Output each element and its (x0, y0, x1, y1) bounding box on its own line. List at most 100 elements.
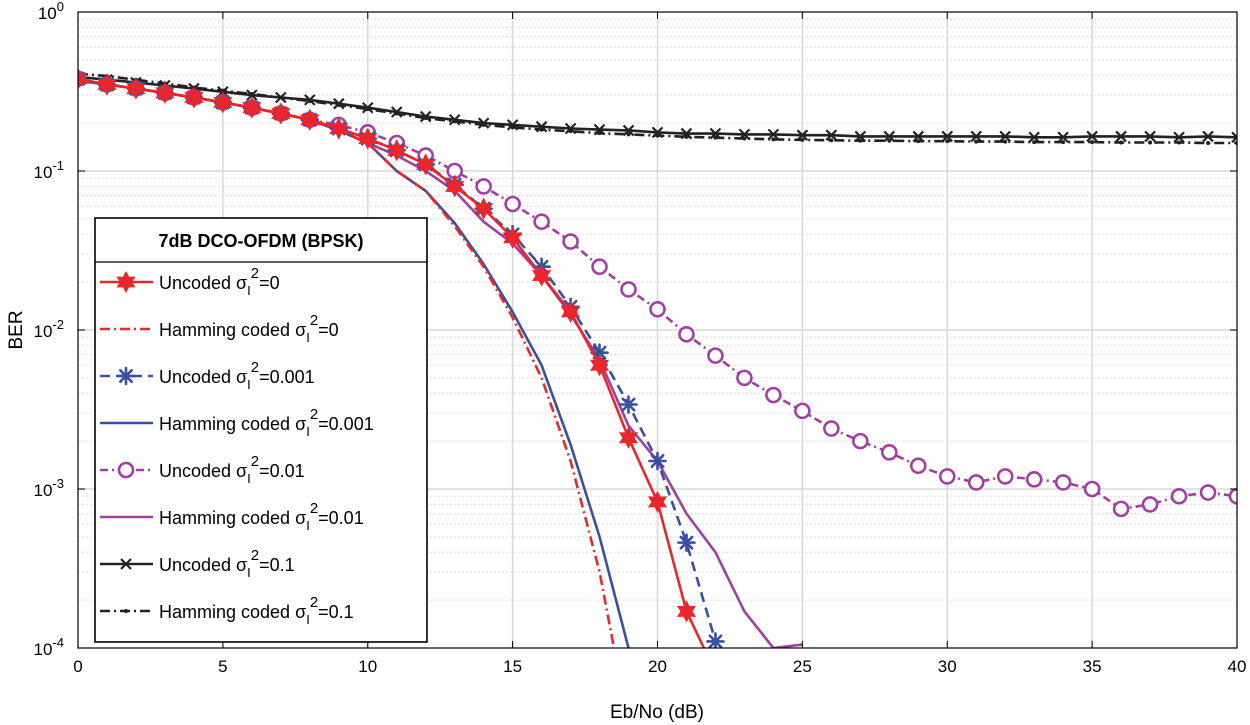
circle-marker (996, 468, 1014, 485)
dot-marker (713, 135, 718, 140)
hexagram-marker (618, 426, 639, 449)
x-marker (999, 130, 1011, 143)
hexagram-marker (242, 96, 262, 119)
circle-marker (620, 281, 637, 298)
hexagram-marker (271, 102, 291, 125)
x-marker (912, 130, 925, 143)
hexagram-marker (676, 600, 697, 623)
hexagram-marker (445, 175, 465, 198)
x-marker (506, 119, 519, 131)
legend-title: 7dB DCO-OFDM (BPSK) (159, 231, 364, 251)
x-marker (622, 124, 635, 137)
x-marker (738, 128, 751, 141)
hexagram-marker (116, 270, 136, 294)
dot-marker (1148, 140, 1153, 145)
x-marker (1086, 130, 1098, 143)
legend-entry-label: Uncoded σI2=0 (159, 265, 280, 298)
x-tick-label: 10 (358, 657, 377, 676)
asterisk-marker (677, 533, 696, 552)
y-tick-label: 10-1 (34, 158, 64, 182)
x-marker (246, 89, 258, 101)
tick-labels: 0 5 10 15 20 25 30 35 40 100 10-1 10-2 10-3 10-4 (34, 0, 1247, 676)
x-marker (535, 120, 548, 133)
circle-marker (1141, 496, 1159, 513)
hexagram-marker (416, 153, 436, 176)
dot-marker (829, 138, 834, 143)
hexagram-marker (329, 117, 349, 140)
dot-marker (1177, 140, 1182, 145)
circle-marker (1228, 487, 1237, 505)
dot-marker (1061, 140, 1066, 145)
circle-marker (880, 444, 898, 461)
series-1 (78, 67, 706, 648)
series-layer (78, 67, 1237, 648)
circle-marker (938, 468, 956, 485)
legend-entry-label: Hamming coded σI2=0 (159, 312, 339, 345)
legend-entry-label: Hamming coded σI2=0.01 (159, 500, 364, 533)
asterisk-marker (706, 632, 725, 648)
circle-marker (533, 213, 550, 230)
y-tick-label: 100 (38, 0, 64, 23)
circle-marker (1199, 484, 1217, 501)
x-axis-label: Eb/No (dB) (610, 702, 704, 723)
x-marker (564, 122, 577, 135)
x-marker (883, 130, 896, 143)
series-2 (78, 79, 616, 648)
x-tick-label: 0 (73, 657, 82, 676)
hexagram-marker (589, 354, 610, 377)
circle-marker (562, 233, 579, 250)
dot-marker (1003, 139, 1008, 144)
x-marker (120, 558, 132, 570)
x-marker (767, 128, 780, 141)
x-marker (941, 130, 954, 143)
hexagram-marker (358, 127, 378, 150)
x-marker (1115, 130, 1127, 143)
circle-marker (794, 402, 811, 420)
circle-marker (678, 325, 695, 343)
circle-marker (967, 474, 985, 491)
x-tick-label: 40 (1228, 657, 1247, 676)
hexagram-marker (300, 108, 320, 131)
circle-marker (1054, 474, 1072, 491)
dot-marker (742, 136, 747, 141)
x-tick-label: 20 (648, 657, 667, 676)
dot-marker (945, 139, 950, 144)
circle-marker (1112, 500, 1130, 518)
circle-marker (909, 457, 927, 475)
legend-entry-label: Hamming coded σI2=0.001 (159, 406, 374, 439)
x-marker (854, 130, 867, 143)
hexagram-marker (155, 81, 175, 104)
x-marker (1202, 130, 1214, 143)
x-marker (304, 94, 316, 106)
y-axis-label: BER (6, 310, 27, 349)
dot-marker (916, 139, 921, 144)
y-tick-label: 10-3 (34, 476, 64, 500)
hexagram-marker (213, 91, 233, 114)
x-marker (419, 110, 432, 123)
dot-marker (771, 137, 776, 142)
x-tick-label: 5 (218, 657, 227, 676)
circle-marker (765, 386, 782, 404)
asterisk-marker (648, 451, 667, 471)
circle-marker (1170, 487, 1188, 505)
hexagram-marker (503, 226, 523, 249)
x-marker (593, 123, 606, 136)
x-marker (1231, 131, 1237, 144)
series-line (78, 79, 616, 648)
dot-marker (1206, 141, 1211, 146)
legend: 7dB DCO-OFDM (BPSK) Uncoded σI2=0 Hamming … (94, 217, 428, 643)
circle-marker (1083, 480, 1101, 498)
x-marker (1057, 131, 1069, 144)
legend-entry-label: Hamming coded σI2=0.1 (159, 594, 354, 627)
circle-marker (649, 300, 666, 318)
circle-marker (852, 432, 869, 450)
x-tick-label: 15 (503, 657, 522, 676)
x-marker (477, 117, 490, 129)
x-marker (651, 126, 664, 139)
circle-marker (707, 347, 724, 364)
dot-marker (887, 138, 892, 143)
x-marker (332, 97, 345, 110)
hexagram-marker (531, 264, 552, 287)
circle-marker (1025, 471, 1043, 488)
